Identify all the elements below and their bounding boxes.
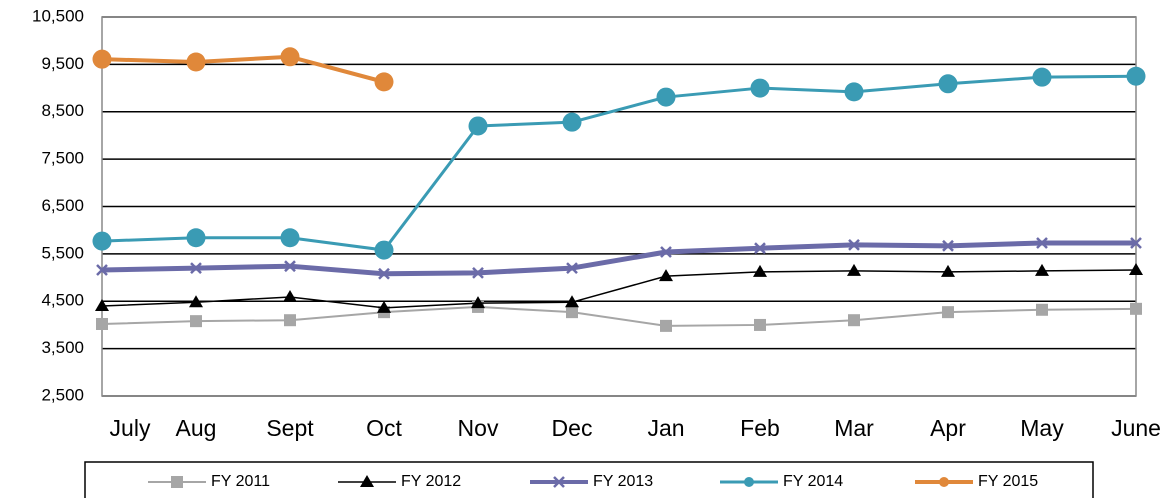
data-point bbox=[942, 306, 954, 319]
legend-label: FY 2012 bbox=[401, 473, 461, 490]
data-point bbox=[374, 72, 394, 92]
data-point bbox=[1032, 67, 1052, 87]
data-point bbox=[280, 228, 300, 248]
y-tick-label: 9,500 bbox=[41, 54, 84, 73]
data-point bbox=[941, 264, 955, 277]
data-point bbox=[280, 47, 300, 67]
data-point bbox=[656, 87, 676, 107]
data-point bbox=[471, 296, 485, 309]
data-point bbox=[190, 262, 202, 274]
data-point bbox=[1129, 262, 1143, 275]
data-point bbox=[377, 300, 391, 313]
data-point bbox=[754, 242, 766, 255]
data-point bbox=[1126, 66, 1146, 86]
x-tick-label: Mar bbox=[834, 415, 874, 441]
x-tick-label: Jan bbox=[647, 415, 684, 441]
data-point bbox=[1035, 263, 1049, 276]
data-point bbox=[190, 315, 202, 328]
y-tick-label: 10,500 bbox=[32, 6, 84, 25]
y-tick-label: 7,500 bbox=[41, 149, 84, 168]
data-point bbox=[186, 228, 206, 248]
data-point bbox=[468, 116, 488, 136]
series-line bbox=[101, 240, 1136, 277]
legend-marker bbox=[171, 476, 183, 488]
data-point bbox=[566, 262, 578, 274]
legend-marker bbox=[360, 475, 374, 487]
x-tick-label: Feb bbox=[740, 415, 780, 441]
legend-box bbox=[84, 461, 1094, 498]
data-point bbox=[847, 263, 861, 276]
data-point bbox=[848, 314, 860, 327]
legend-label: FY 2011 bbox=[211, 473, 270, 490]
data-point bbox=[754, 318, 766, 331]
data-point bbox=[95, 298, 109, 311]
series-line bbox=[101, 74, 1137, 252]
y-tick-label: 3,500 bbox=[41, 338, 84, 357]
data-point bbox=[92, 231, 112, 251]
data-point bbox=[96, 317, 108, 330]
data-point bbox=[1130, 302, 1142, 315]
x-tick-label: Aug bbox=[176, 415, 217, 441]
data-point bbox=[660, 246, 672, 258]
legend-marker bbox=[939, 477, 949, 487]
data-point bbox=[96, 264, 108, 276]
legend-label: FY 2014 bbox=[783, 473, 843, 490]
data-point bbox=[848, 238, 860, 251]
x-tick-label: Apr bbox=[930, 415, 966, 441]
data-point bbox=[189, 295, 203, 308]
plot-border bbox=[101, 16, 1137, 397]
data-point bbox=[566, 306, 578, 319]
data-point bbox=[750, 78, 770, 98]
data-point bbox=[284, 260, 296, 273]
data-point bbox=[1036, 237, 1048, 249]
data-point bbox=[283, 289, 297, 302]
data-point bbox=[562, 112, 582, 132]
data-point bbox=[565, 295, 579, 308]
data-point bbox=[378, 267, 390, 280]
legend-marker bbox=[744, 477, 754, 487]
data-point bbox=[1036, 303, 1048, 316]
data-point bbox=[1130, 237, 1142, 249]
x-tick-label: July bbox=[110, 415, 151, 441]
data-point bbox=[472, 266, 484, 279]
x-tick-label: Dec bbox=[552, 415, 593, 441]
x-tick-label: Oct bbox=[366, 415, 402, 441]
legend-marker bbox=[553, 476, 565, 488]
data-point bbox=[659, 269, 673, 282]
data-point bbox=[938, 74, 958, 94]
data-point bbox=[284, 314, 296, 327]
legend-label: FY 2015 bbox=[978, 473, 1038, 490]
data-point bbox=[753, 264, 767, 277]
y-tick-label: 4,500 bbox=[41, 291, 84, 310]
x-tick-label: Sept bbox=[266, 415, 314, 441]
x-tick-label: June bbox=[1111, 415, 1161, 441]
legend-label: FY 2013 bbox=[593, 473, 653, 490]
data-point bbox=[660, 319, 672, 332]
series-line bbox=[101, 269, 1137, 309]
series-line bbox=[101, 305, 1137, 327]
data-point bbox=[374, 240, 394, 260]
x-tick-label: May bbox=[1020, 415, 1064, 441]
y-tick-label: 5,500 bbox=[41, 243, 84, 262]
data-point bbox=[844, 82, 864, 102]
data-point bbox=[942, 239, 954, 252]
y-tick-label: 8,500 bbox=[41, 101, 84, 120]
data-point bbox=[92, 49, 112, 69]
x-tick-label: Nov bbox=[458, 415, 499, 441]
y-tick-label: 6,500 bbox=[41, 196, 84, 215]
y-tick-label: 2,500 bbox=[41, 385, 84, 404]
data-point bbox=[186, 52, 206, 72]
series-line bbox=[101, 54, 385, 84]
